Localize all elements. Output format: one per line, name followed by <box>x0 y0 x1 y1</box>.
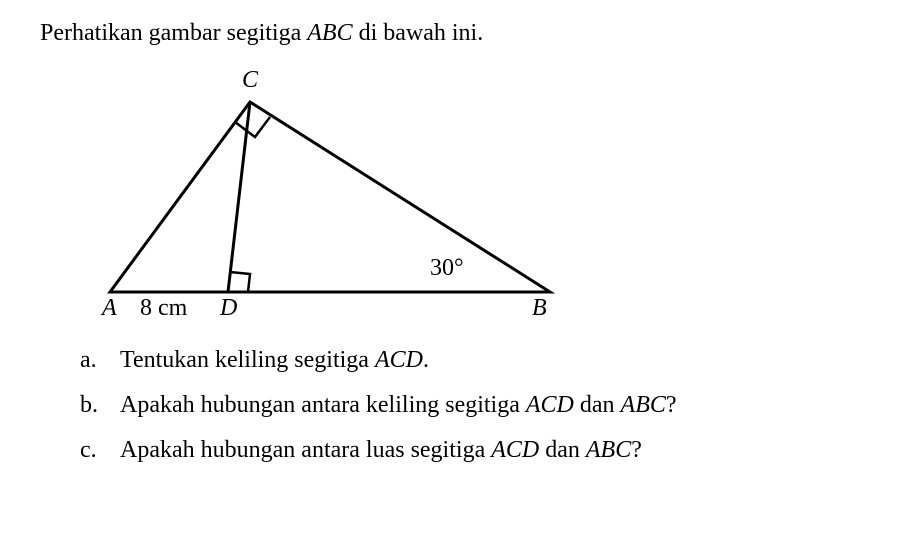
question-text-c: Apakah hubungan antara luas segitiga ACD… <box>120 437 867 464</box>
qa-after: . <box>423 347 429 373</box>
label-a: A <box>102 295 117 322</box>
qa-italic: ACD <box>375 347 423 373</box>
question-letter-b: b. <box>80 392 120 419</box>
question-b: b. Apakah hubungan antara keliling segit… <box>80 392 867 419</box>
label-8cm: 8 cm <box>140 295 187 322</box>
qa-before: Tentukan keliling segitiga <box>120 347 375 373</box>
qb-mid: dan <box>574 392 621 418</box>
qb-italic2: ABC <box>621 392 666 418</box>
question-letter-c: c. <box>80 437 120 464</box>
problem-header: Perhatikan gambar segitiga ABC di bawah … <box>40 20 867 47</box>
question-text-b: Apakah hubungan antara keliling segitiga… <box>120 392 867 419</box>
qb-before: Apakah hubungan antara keliling segitiga <box>120 392 526 418</box>
header-text-after: di bawah ini. <box>353 20 484 46</box>
qb-after: ? <box>666 392 677 418</box>
qc-mid: dan <box>539 437 586 463</box>
header-text-before: Perhatikan gambar segitiga <box>40 20 307 46</box>
right-angle-d <box>230 272 250 292</box>
question-c: c. Apakah hubungan antara luas segitiga … <box>80 437 867 464</box>
question-text-a: Tentukan keliling segitiga ACD. <box>120 347 867 374</box>
qc-italic2: ABC <box>586 437 631 463</box>
triangle-abc <box>110 102 550 292</box>
right-angle-c <box>235 117 270 137</box>
qc-after: ? <box>631 437 642 463</box>
label-d: D <box>220 295 237 322</box>
qc-italic: ACD <box>491 437 539 463</box>
triangle-svg <box>100 67 570 327</box>
qc-before: Apakah hubungan antara luas segitiga <box>120 437 491 463</box>
label-c: C <box>242 67 258 94</box>
label-angle-30: 30° <box>430 255 464 282</box>
questions-list: a. Tentukan keliling segitiga ACD. b. Ap… <box>80 347 867 464</box>
label-b: B <box>532 295 547 322</box>
qb-italic: ACD <box>526 392 574 418</box>
question-letter-a: a. <box>80 347 120 374</box>
question-a: a. Tentukan keliling segitiga ACD. <box>80 347 867 374</box>
triangle-diagram: C A 8 cm D B 30° <box>100 67 570 327</box>
header-text-italic: ABC <box>307 20 352 46</box>
